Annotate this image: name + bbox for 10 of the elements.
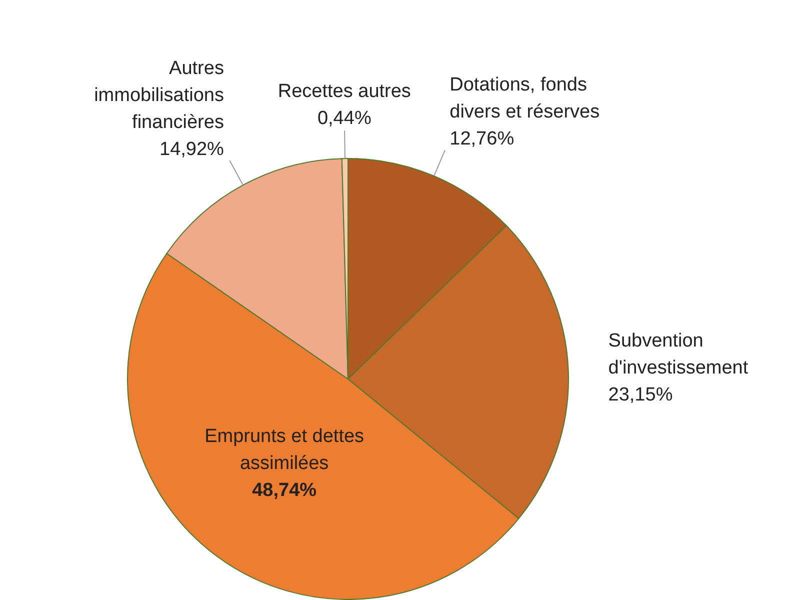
data-label: 23,15%	[608, 384, 673, 406]
data-label: 0,44%	[317, 108, 372, 129]
data-label: 12,76%	[450, 128, 514, 150]
slice-label: Recettes autres	[278, 80, 411, 102]
data-label: 14,92%	[160, 139, 224, 160]
slice-label: Dotations, fonds divers et réserves	[450, 74, 600, 122]
data-label: 48,74%	[252, 480, 317, 501]
slice-label: Autres immobilisations financières	[94, 58, 224, 134]
slice-label: Subvention d'investissement	[608, 330, 749, 378]
slice-label: Emprunts et dettes assimilées	[204, 426, 364, 474]
